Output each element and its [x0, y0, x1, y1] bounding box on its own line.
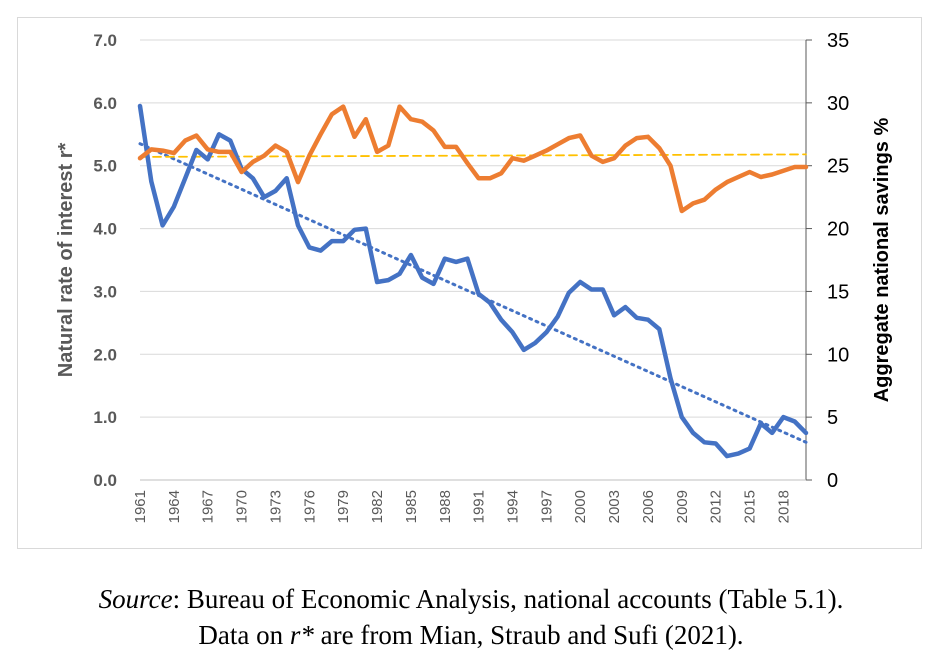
- y2-tick-label: 5: [827, 407, 838, 429]
- x-tick-label: 2018: [775, 490, 792, 523]
- x-tick-label: 1991: [471, 490, 488, 523]
- y2-tick-label: 30: [827, 93, 849, 115]
- x-tick-label: 2015: [742, 490, 759, 523]
- caption-source-line: Source: Bureau of Economic Analysis, nat…: [0, 584, 942, 615]
- r-star-trendline: [138, 142, 808, 444]
- savings-series-line: [137, 104, 809, 214]
- x-tick-label: 2000: [572, 490, 589, 523]
- x-tick-label: 1976: [301, 490, 318, 523]
- x-tick-label: 1979: [335, 490, 352, 523]
- x-tick-label: 2012: [708, 490, 725, 523]
- caption-data-line: Data on r* are from Mian, Straub and Suf…: [0, 620, 942, 651]
- y-tick-label: 1.0: [93, 408, 117, 427]
- caption-source-text: : Bureau of Economic Analysis, national …: [172, 584, 844, 614]
- x-tick-label: 1994: [505, 490, 522, 523]
- chart-frame: [17, 17, 922, 549]
- x-tick-label: 2009: [674, 490, 691, 523]
- x-tick-label: 1973: [267, 490, 284, 523]
- x-tick-label: 1970: [234, 490, 251, 523]
- y-tick-label: 0.0: [93, 471, 117, 490]
- x-tick-label: 1988: [437, 490, 454, 523]
- y-tick-label: 5.0: [93, 157, 117, 176]
- x-tick-label: 2003: [606, 490, 623, 523]
- x-tick-label: 1985: [403, 490, 420, 523]
- caption-rstar: r*: [289, 620, 314, 650]
- r-star-series-line: [137, 103, 809, 459]
- y2-tick-label: 25: [827, 156, 849, 178]
- caption-line2-pre: Data on: [198, 620, 290, 650]
- caption-line2-post: are from Mian, Straub and Sufi (2021).: [313, 620, 744, 650]
- y-tick-label: 3.0: [93, 282, 117, 301]
- y2-tick-label: 10: [827, 344, 849, 366]
- y-axis-title: Natural rate of interest r*: [55, 143, 77, 378]
- x-tick-label: 2006: [640, 490, 657, 523]
- y-tick-label: 6.0: [93, 94, 117, 113]
- x-tick-label: 1967: [200, 490, 217, 523]
- y-tick-label: 7.0: [93, 31, 117, 50]
- y2-tick-label: 35: [827, 30, 849, 52]
- y2-tick-label: 20: [827, 219, 849, 241]
- y2-tick-label: 0: [827, 470, 838, 492]
- x-tick-label: 1961: [132, 490, 149, 523]
- y2-axis-title: Aggregate national savings %: [871, 118, 893, 403]
- x-tick-label: 1997: [538, 490, 555, 523]
- x-tick-label: 1964: [166, 490, 183, 523]
- savings-trendline: [139, 153, 807, 158]
- x-tick-label: 1982: [369, 490, 386, 523]
- y-tick-label: 4.0: [93, 220, 117, 239]
- line-chart: 0.0 1.0 2.0 3.0 4.0 5.0 6.0 7.0 0 5 10 15 20 25 30 35 19…: [55, 30, 893, 523]
- y-tick-label: 2.0: [93, 345, 117, 364]
- caption-source-label: Source: [98, 584, 173, 614]
- y2-tick-label: 15: [827, 281, 849, 303]
